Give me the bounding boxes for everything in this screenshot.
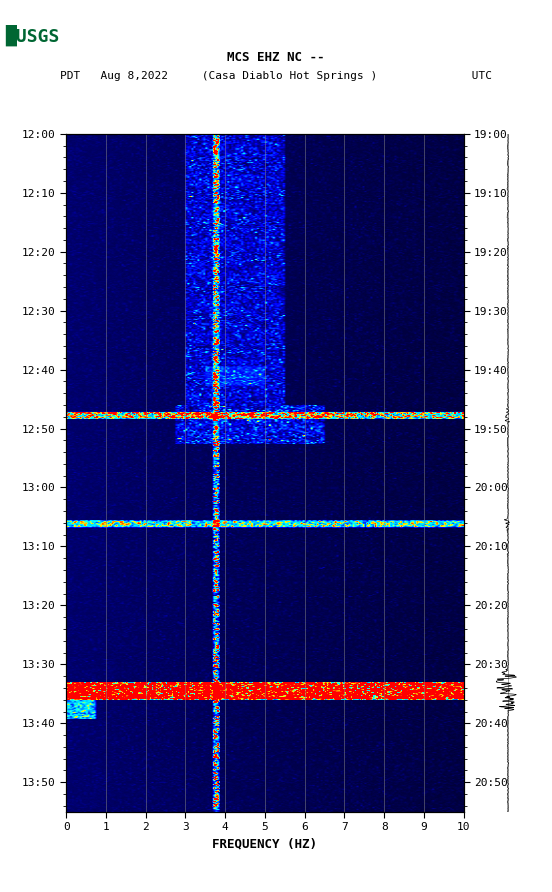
Text: MCS EHZ NC --: MCS EHZ NC -- — [227, 52, 325, 64]
Text: PDT   Aug 8,2022     (Casa Diablo Hot Springs )              UTC: PDT Aug 8,2022 (Casa Diablo Hot Springs … — [60, 70, 492, 81]
Text: █USGS: █USGS — [6, 25, 60, 46]
X-axis label: FREQUENCY (HZ): FREQUENCY (HZ) — [213, 838, 317, 851]
